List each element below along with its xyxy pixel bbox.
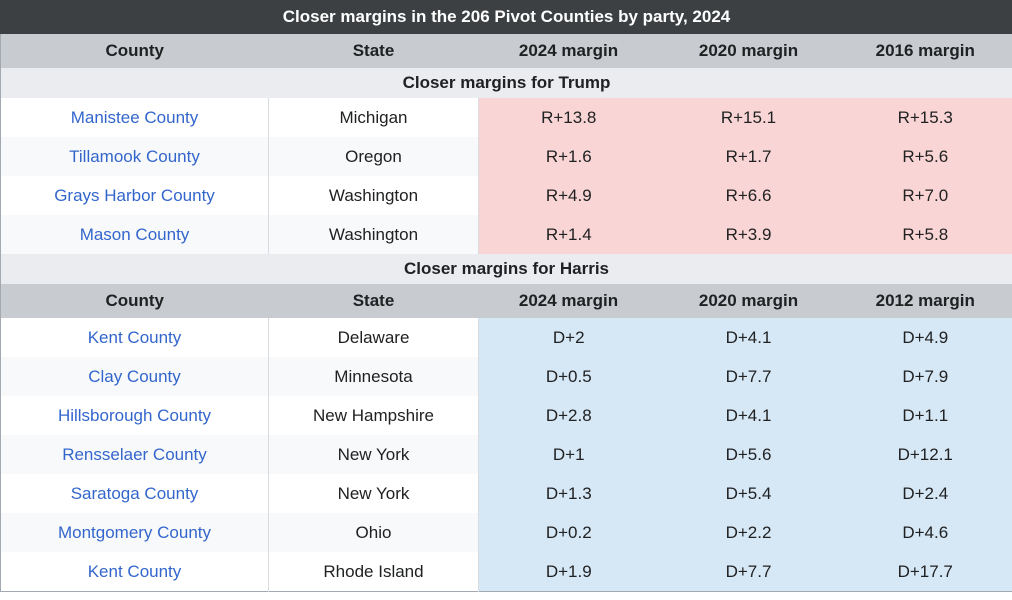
- margin-previous-cell: R+7.0: [838, 176, 1012, 215]
- margin-previous-cell: D+17.7: [838, 552, 1012, 592]
- margin-2020-cell: R+1.7: [658, 137, 839, 176]
- table-row: Rensselaer County New York D+1 D+5.6 D+12.1: [0, 435, 1012, 474]
- margin-previous-cell: D+7.9: [838, 357, 1012, 396]
- margin-2020-cell: D+5.6: [658, 435, 839, 474]
- table-row: Mason County Washington R+1.4 R+3.9 R+5.8: [0, 215, 1012, 254]
- margin-2020-cell: R+3.9: [658, 215, 839, 254]
- header-row-harris: County State 2024 margin 2020 margin 201…: [0, 284, 1012, 318]
- state-cell: Washington: [268, 215, 479, 254]
- margin-2020-cell: R+15.1: [658, 98, 839, 137]
- margin-previous-cell: D+4.9: [838, 318, 1012, 357]
- section-row-harris: Closer margins for Harris: [0, 254, 1012, 284]
- table-row: Manistee County Michigan R+13.8 R+15.1 R+15.…: [0, 98, 1012, 137]
- county-link[interactable]: Manistee County: [0, 98, 269, 137]
- county-link[interactable]: Kent County: [0, 318, 269, 357]
- state-cell: Washington: [268, 176, 479, 215]
- state-cell: Delaware: [268, 318, 479, 357]
- margin-2020-cell: D+4.1: [658, 318, 839, 357]
- table-row: Tillamook County Oregon R+1.6 R+1.7 R+5.6: [0, 137, 1012, 176]
- county-link[interactable]: Mason County: [0, 215, 269, 254]
- state-cell: New York: [268, 474, 479, 513]
- county-link[interactable]: Montgomery County: [0, 513, 269, 552]
- margin-2020-cell: D+2.2: [658, 513, 839, 552]
- margin-previous-cell: D+2.4: [838, 474, 1012, 513]
- column-header-state: State: [268, 284, 479, 318]
- table-row: Saratoga County New York D+1.3 D+5.4 D+2.4: [0, 474, 1012, 513]
- table-row: Clay County Minnesota D+0.5 D+7.7 D+7.9: [0, 357, 1012, 396]
- state-cell: Rhode Island: [268, 552, 479, 592]
- margin-2024-cell: R+13.8: [478, 98, 659, 137]
- column-header-2024-margin: 2024 margin: [478, 284, 659, 318]
- county-link[interactable]: Grays Harbor County: [0, 176, 269, 215]
- margin-previous-cell: D+12.1: [838, 435, 1012, 474]
- county-link[interactable]: Saratoga County: [0, 474, 269, 513]
- harris-section: Closer margins for Harris County State 2…: [0, 254, 1012, 592]
- table-row: Kent County Delaware D+2 D+4.1 D+4.9: [0, 318, 1012, 357]
- margin-2024-cell: R+4.9: [478, 176, 659, 215]
- margin-2024-cell: R+1.4: [478, 215, 659, 254]
- header-row: County State 2024 margin 2020 margin 201…: [0, 34, 1012, 68]
- margin-previous-cell: R+5.6: [838, 137, 1012, 176]
- section-title-trump: Closer margins for Trump: [0, 68, 1012, 98]
- column-header-county: County: [0, 34, 269, 68]
- margin-2024-cell: R+1.6: [478, 137, 659, 176]
- margin-2020-cell: R+6.6: [658, 176, 839, 215]
- margin-2020-cell: D+7.7: [658, 552, 839, 592]
- margin-2024-cell: D+1.9: [478, 552, 659, 592]
- state-cell: Oregon: [268, 137, 479, 176]
- state-cell: New Hampshire: [268, 396, 479, 435]
- margin-2020-cell: D+4.1: [658, 396, 839, 435]
- margin-2024-cell: D+2: [478, 318, 659, 357]
- column-header-2024-margin: 2024 margin: [478, 34, 659, 68]
- state-cell: Ohio: [268, 513, 479, 552]
- margin-previous-cell: D+1.1: [838, 396, 1012, 435]
- margin-2024-cell: D+0.5: [478, 357, 659, 396]
- section-title-harris: Closer margins for Harris: [0, 254, 1012, 284]
- margin-previous-cell: R+5.8: [838, 215, 1012, 254]
- margin-2024-cell: D+1.3: [478, 474, 659, 513]
- state-cell: New York: [268, 435, 479, 474]
- margin-2020-cell: D+5.4: [658, 474, 839, 513]
- column-header-2016-margin: 2016 margin: [838, 34, 1012, 68]
- margin-2024-cell: D+0.2: [478, 513, 659, 552]
- state-cell: Michigan: [268, 98, 479, 137]
- table-row: Hillsborough County New Hampshire D+2.8 D+4…: [0, 396, 1012, 435]
- margin-2024-cell: D+2.8: [478, 396, 659, 435]
- state-cell: Minnesota: [268, 357, 479, 396]
- table-row: Montgomery County Ohio D+0.2 D+2.2 D+4.6: [0, 513, 1012, 552]
- table-caption: Closer margins in the 206 Pivot Counties…: [0, 0, 1012, 34]
- trump-section: Closer margins for Trump Manistee County…: [0, 68, 1012, 254]
- column-header-county: County: [0, 284, 269, 318]
- column-header-2020-margin: 2020 margin: [658, 34, 839, 68]
- column-header-2020-margin: 2020 margin: [658, 284, 839, 318]
- section-row-trump: Closer margins for Trump: [0, 68, 1012, 98]
- margin-previous-cell: D+4.6: [838, 513, 1012, 552]
- margin-previous-cell: R+15.3: [838, 98, 1012, 137]
- column-header-2012-margin: 2012 margin: [838, 284, 1012, 318]
- margin-2020-cell: D+7.7: [658, 357, 839, 396]
- margin-2024-cell: D+1: [478, 435, 659, 474]
- county-link[interactable]: Tillamook County: [0, 137, 269, 176]
- county-link[interactable]: Kent County: [0, 552, 269, 592]
- column-header-state: State: [268, 34, 479, 68]
- county-link[interactable]: Rensselaer County: [0, 435, 269, 474]
- table-row: Kent County Rhode Island D+1.9 D+7.7 D+17.7: [0, 552, 1012, 592]
- county-link[interactable]: Clay County: [0, 357, 269, 396]
- county-link[interactable]: Hillsborough County: [0, 396, 269, 435]
- table-row: Grays Harbor County Washington R+4.9 R+6.6 R…: [0, 176, 1012, 215]
